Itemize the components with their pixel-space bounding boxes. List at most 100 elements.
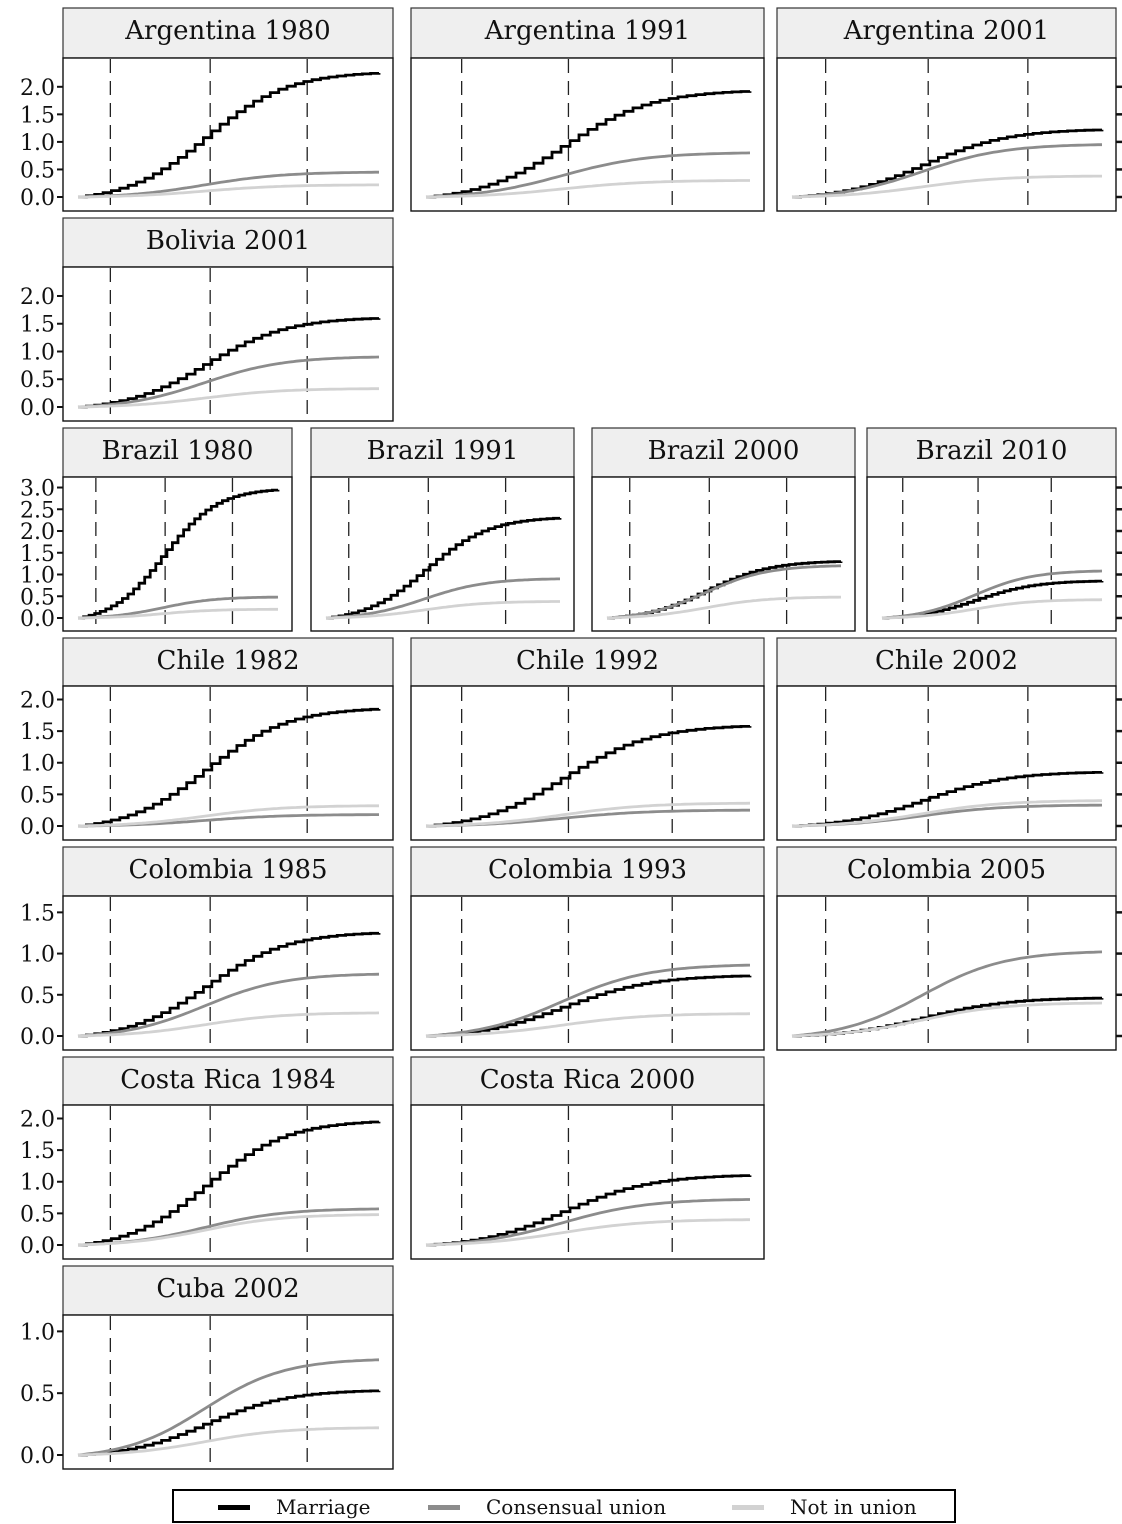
panel: Chile 1982 0.0 0.5 1.0 1.5 2.0 bbox=[20, 637, 394, 841]
y-tick-label: 1.5 bbox=[20, 313, 55, 338]
panel-title: Argentina 1980 bbox=[124, 16, 330, 46]
y-tick-label: 1.0 bbox=[20, 1171, 55, 1196]
panel-title: Colombia 1993 bbox=[488, 855, 687, 885]
y-tick-label: 0.0 bbox=[20, 1234, 55, 1259]
plot-panel bbox=[62, 476, 293, 632]
strip bbox=[62, 217, 394, 268]
panel-title: Chile 1982 bbox=[156, 646, 299, 676]
panel: Colombia 1985 0.0 0.5 1.0 1.5 bbox=[20, 846, 394, 1051]
plot-panel bbox=[62, 1104, 394, 1260]
series-line-not-in-union bbox=[77, 1011, 380, 1038]
y-tick-label: 0.0 bbox=[20, 1444, 55, 1469]
y-tick-label: 2.0 bbox=[20, 688, 55, 713]
y-tick-label: 0.5 bbox=[20, 585, 55, 610]
panel-title: Bolivia 2001 bbox=[146, 226, 310, 256]
series-line-consensual-union bbox=[425, 963, 751, 1038]
y-tick-label: 0.0 bbox=[20, 1025, 55, 1050]
y-tick-label: 0.5 bbox=[20, 158, 55, 183]
series-line-consensual-union bbox=[425, 151, 751, 199]
y-tick-label: 1.0 bbox=[20, 943, 55, 968]
series-line-marriage bbox=[78, 317, 381, 409]
series-line-marriage bbox=[78, 1389, 381, 1457]
series-line-consensual-union bbox=[791, 143, 1102, 199]
y-tick-label: 1.0 bbox=[20, 1320, 55, 1345]
y-tick-label: 0.5 bbox=[20, 984, 55, 1009]
series-line-consensual-union bbox=[77, 355, 380, 409]
strip bbox=[410, 846, 765, 897]
plot-panel bbox=[776, 57, 1117, 212]
y-tick-label: 1.5 bbox=[20, 1139, 55, 1164]
panel: Costa Rica 1984 0.0 0.5 1.0 1.5 2.0 bbox=[20, 1056, 394, 1260]
series-line-not-in-union bbox=[77, 1213, 380, 1247]
legend-item-consensual-union: Consensual union bbox=[428, 1493, 666, 1521]
panel-title: Colombia 2005 bbox=[847, 855, 1046, 885]
y-tick-label: 1.5 bbox=[20, 901, 55, 926]
y-tick-label: 1.0 bbox=[20, 752, 55, 777]
series-line-not-in-union bbox=[881, 598, 1103, 620]
series-line-not-in-union bbox=[78, 607, 278, 620]
series-line-marriage bbox=[426, 90, 752, 199]
series-line-not-in-union bbox=[425, 179, 750, 199]
panel: Argentina 1991 bbox=[410, 7, 765, 212]
series-line-consensual-union bbox=[77, 1358, 380, 1457]
plot-panel bbox=[410, 895, 765, 1051]
legend-label: Consensual union bbox=[486, 1495, 667, 1519]
panel-title: Cuba 2002 bbox=[156, 1274, 299, 1304]
panel: Brazil 2000 bbox=[591, 427, 856, 632]
series-line-consensual-union bbox=[425, 1198, 750, 1247]
series-line-not-in-union bbox=[791, 1001, 1103, 1038]
series-line-not-in-union bbox=[78, 183, 379, 199]
y-tick-label: 0.5 bbox=[20, 1202, 55, 1227]
panel-title: Brazil 2000 bbox=[648, 436, 800, 466]
y-tick-label: 3.0 bbox=[20, 477, 55, 502]
plot-panel bbox=[866, 476, 1117, 632]
series-line-marriage bbox=[78, 1120, 381, 1247]
series-line-not-in-union bbox=[425, 1012, 751, 1038]
legend-item-marriage: Marriage bbox=[218, 1493, 370, 1521]
strip bbox=[62, 637, 394, 687]
series-line-not-in-union bbox=[77, 387, 379, 409]
panel: Chile 1992 bbox=[410, 637, 765, 841]
plot-panel bbox=[591, 476, 856, 632]
panel-title: Brazil 1980 bbox=[102, 436, 254, 466]
y-tick-label: 2.0 bbox=[20, 76, 55, 101]
panel-title: Brazil 1991 bbox=[367, 436, 519, 466]
panel: Colombia 1993 bbox=[410, 846, 765, 1051]
series-line-not-in-union bbox=[425, 801, 751, 828]
strip bbox=[62, 427, 293, 478]
y-tick-label: 0.0 bbox=[20, 186, 55, 211]
y-tick-label: 0.5 bbox=[20, 368, 55, 393]
plot-panel bbox=[62, 685, 394, 841]
y-tick-label: 2.0 bbox=[20, 285, 55, 310]
series-line-consensual-union bbox=[606, 564, 842, 620]
strip bbox=[410, 637, 765, 687]
series-line-consensual-union bbox=[325, 577, 560, 620]
series-line-not-in-union bbox=[77, 804, 379, 828]
plot-panel bbox=[410, 1104, 765, 1260]
y-tick-label: 0.5 bbox=[20, 1382, 55, 1407]
strip bbox=[410, 1056, 765, 1106]
y-tick-label: 1.0 bbox=[20, 131, 55, 156]
y-tick-label: 0.0 bbox=[20, 815, 55, 840]
legend-label: Not in union bbox=[790, 1495, 917, 1519]
series-line-marriage bbox=[78, 707, 381, 828]
series-line-marriage bbox=[78, 72, 381, 199]
series-line-consensual-union bbox=[881, 569, 1103, 620]
plot-panel bbox=[776, 685, 1117, 841]
series-line-not-in-union bbox=[791, 799, 1102, 828]
series-line-consensual-union bbox=[791, 950, 1103, 1038]
y-tick-label: 0.5 bbox=[20, 783, 55, 808]
panel-title: Argentina 2001 bbox=[843, 16, 1049, 46]
series-line-not-in-union bbox=[606, 595, 842, 620]
y-tick-label: 1.0 bbox=[20, 340, 55, 365]
series-line-marriage bbox=[326, 516, 562, 620]
series-line-marriage bbox=[78, 931, 381, 1038]
panel: Brazil 1991 bbox=[310, 427, 575, 632]
panel-title: Chile 2002 bbox=[875, 646, 1018, 676]
strip bbox=[310, 427, 575, 478]
legend-key-not-in-union bbox=[732, 1504, 764, 1510]
series-line-not-in-union bbox=[425, 1218, 750, 1247]
series-line-consensual-union bbox=[77, 972, 380, 1038]
panel-title: Brazil 2010 bbox=[916, 436, 1068, 466]
